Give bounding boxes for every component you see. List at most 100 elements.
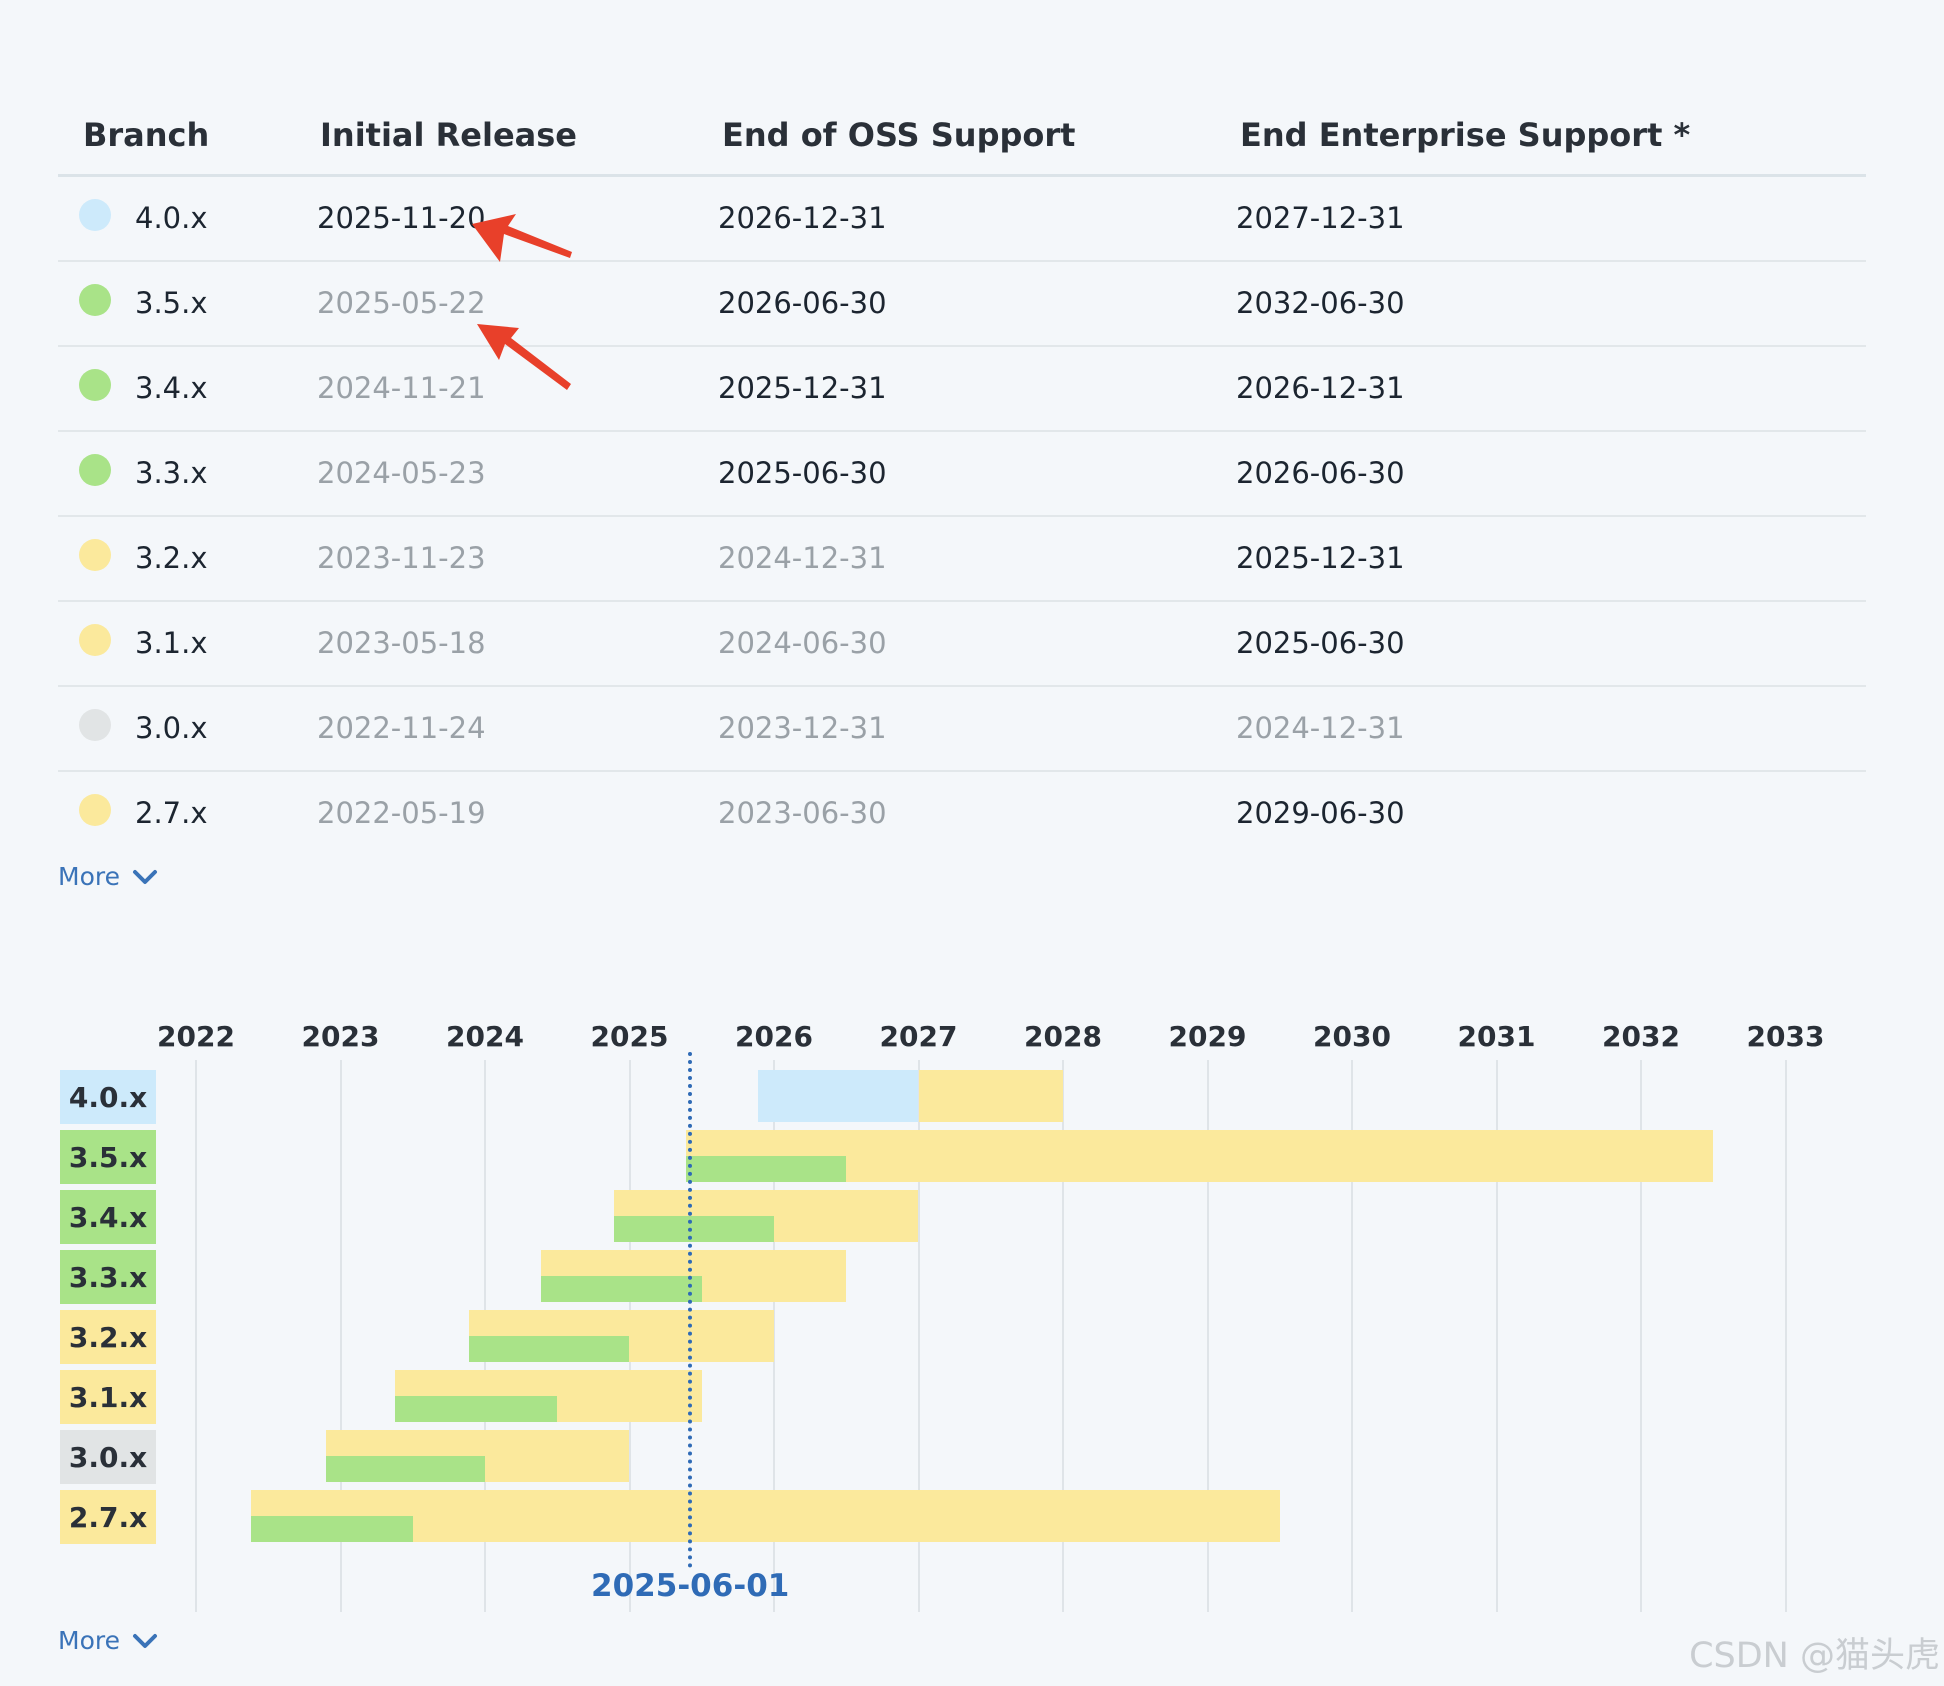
enterprise-support-bar bbox=[685, 1130, 1714, 1182]
table-row: 3.1.x 2023-05-18 2024-06-30 2025-06-30 bbox=[58, 602, 1866, 687]
table-more-link[interactable]: More bbox=[58, 862, 158, 891]
annotation-arrow-icon bbox=[472, 214, 572, 262]
cell-end-enterprise: 2027-12-31 bbox=[1236, 201, 1405, 235]
grid-line bbox=[195, 1060, 197, 1612]
cell-initial-release: 2022-05-19 bbox=[317, 796, 486, 830]
cell-end-enterprise: 2025-06-30 bbox=[1236, 626, 1405, 660]
grid-line bbox=[1495, 1060, 1498, 1612]
year-label: 2022 bbox=[157, 1020, 235, 1053]
cell-branch: 2.7.x bbox=[135, 796, 208, 830]
oss-support-bar bbox=[326, 1456, 485, 1482]
status-dot-icon bbox=[79, 794, 111, 826]
cell-initial-release: 2022-11-24 bbox=[317, 711, 486, 745]
cell-branch: 4.0.x bbox=[135, 201, 208, 235]
status-dot-icon bbox=[79, 539, 111, 571]
table-row: 3.5.x 2025-05-22 2026-06-30 2032-06-30 bbox=[58, 262, 1866, 347]
support-table: Branch Initial Release End of OSS Suppor… bbox=[58, 96, 1866, 855]
grid-line bbox=[1351, 1060, 1353, 1612]
oss-support-bar bbox=[395, 1396, 558, 1422]
status-dot-icon bbox=[79, 454, 111, 486]
grid-line bbox=[917, 1060, 920, 1612]
support-timeline: 2022 2023 2024 2025 2026 2027 2028 2029 2030 2031… bbox=[0, 1000, 1944, 1680]
status-dot-icon bbox=[79, 199, 111, 231]
cell-branch: 3.5.x bbox=[135, 286, 208, 320]
header-end-oss: End of OSS Support bbox=[722, 116, 1076, 154]
table-more-label: More bbox=[58, 862, 120, 891]
cell-initial-release: 2023-05-18 bbox=[317, 626, 486, 660]
annotation-arrow-icon bbox=[477, 324, 571, 390]
table-header: Branch Initial Release End of OSS Suppor… bbox=[58, 96, 1866, 177]
year-label: 2033 bbox=[1746, 1020, 1825, 1053]
year-label: 2031 bbox=[1457, 1020, 1536, 1053]
today-marker-line bbox=[688, 1052, 693, 1568]
cell-initial-release: 2025-11-20 bbox=[317, 201, 486, 235]
cell-end-oss: 2023-12-31 bbox=[718, 711, 887, 745]
year-label: 2025 bbox=[590, 1020, 669, 1053]
table-row: 4.0.x 2025-11-20 2026-12-31 2027-12-31 bbox=[58, 177, 1866, 262]
cell-branch: 3.3.x bbox=[135, 456, 208, 490]
cell-end-enterprise: 2026-12-31 bbox=[1236, 371, 1405, 405]
grid-line bbox=[773, 1060, 775, 1612]
timeline-branch-label: 3.1.x bbox=[60, 1370, 156, 1424]
oss-support-bar bbox=[613, 1216, 774, 1242]
enterprise-support-bar bbox=[918, 1070, 1063, 1122]
oss-support-bar bbox=[541, 1276, 702, 1302]
cell-end-oss: 2024-12-31 bbox=[718, 541, 887, 575]
cell-initial-release: 2023-11-23 bbox=[317, 541, 486, 575]
grid-line bbox=[1062, 1060, 1064, 1612]
cell-end-oss: 2024-06-30 bbox=[718, 626, 887, 660]
cell-initial-release: 2024-11-21 bbox=[317, 371, 486, 405]
year-label: 2032 bbox=[1602, 1020, 1680, 1053]
oss-support-bar bbox=[469, 1336, 630, 1362]
cell-end-oss: 2026-06-30 bbox=[718, 286, 887, 320]
grid-line bbox=[1784, 1060, 1787, 1612]
timeline-branch-label: 3.2.x bbox=[60, 1310, 156, 1364]
year-label: 2023 bbox=[301, 1020, 380, 1053]
timeline-branch-label: 3.0.x bbox=[60, 1430, 156, 1484]
cell-end-oss: 2026-12-31 bbox=[718, 201, 887, 235]
table-row: 3.0.x 2022-11-24 2023-12-31 2024-12-31 bbox=[58, 687, 1866, 772]
grid-line bbox=[339, 1060, 342, 1612]
cell-end-enterprise: 2024-12-31 bbox=[1236, 711, 1405, 745]
grid-line bbox=[1640, 1060, 1642, 1612]
grid-line bbox=[1206, 1060, 1209, 1612]
oss-support-bar bbox=[758, 1070, 919, 1122]
oss-support-bar bbox=[685, 1156, 847, 1182]
cell-end-oss: 2025-06-30 bbox=[718, 456, 887, 490]
timeline-branch-label: 4.0.x bbox=[60, 1070, 156, 1124]
timeline-more-link[interactable]: More bbox=[58, 1626, 158, 1655]
cell-branch: 3.1.x bbox=[135, 626, 208, 660]
cell-end-enterprise: 2025-12-31 bbox=[1236, 541, 1405, 575]
cell-end-enterprise: 2029-06-30 bbox=[1236, 796, 1405, 830]
timeline-branch-label: 2.7.x bbox=[60, 1490, 156, 1544]
cell-branch: 3.4.x bbox=[135, 371, 208, 405]
header-initial-release: Initial Release bbox=[320, 116, 577, 154]
timeline-branch-label: 3.5.x bbox=[60, 1130, 156, 1184]
year-label: 2024 bbox=[446, 1020, 524, 1053]
status-dot-icon bbox=[79, 369, 111, 401]
table-body: 4.0.x 2025-11-20 2026-12-31 2027-12-31 3.5.x… bbox=[58, 177, 1866, 855]
timeline-branch-label: 3.4.x bbox=[60, 1190, 156, 1244]
status-dot-icon bbox=[79, 624, 111, 656]
enterprise-support-bar bbox=[250, 1490, 1280, 1542]
year-label: 2029 bbox=[1168, 1020, 1247, 1053]
status-dot-icon bbox=[79, 709, 111, 741]
cell-end-enterprise: 2026-06-30 bbox=[1236, 456, 1405, 490]
cell-end-oss: 2025-12-31 bbox=[718, 371, 887, 405]
cell-branch: 3.2.x bbox=[135, 541, 208, 575]
cell-end-enterprise: 2032-06-30 bbox=[1236, 286, 1405, 320]
header-end-enterprise: End Enterprise Support * bbox=[1240, 116, 1691, 154]
oss-support-bar bbox=[250, 1516, 413, 1542]
year-label: 2026 bbox=[735, 1020, 813, 1053]
table-row: 3.4.x 2024-11-21 2025-12-31 2026-12-31 bbox=[58, 347, 1866, 432]
timeline-branch-label: 3.3.x bbox=[60, 1250, 156, 1304]
cell-initial-release: 2024-05-23 bbox=[317, 456, 486, 490]
header-branch: Branch bbox=[83, 116, 210, 154]
year-label: 2027 bbox=[879, 1020, 958, 1053]
watermark: CSDN @猫头虎 bbox=[1689, 1636, 1940, 1676]
table-row: 2.7.x 2022-05-19 2023-06-30 2029-06-30 bbox=[58, 772, 1866, 855]
timeline-more-label: More bbox=[58, 1626, 120, 1655]
cell-branch: 3.0.x bbox=[135, 711, 208, 745]
year-label: 2028 bbox=[1024, 1020, 1102, 1053]
